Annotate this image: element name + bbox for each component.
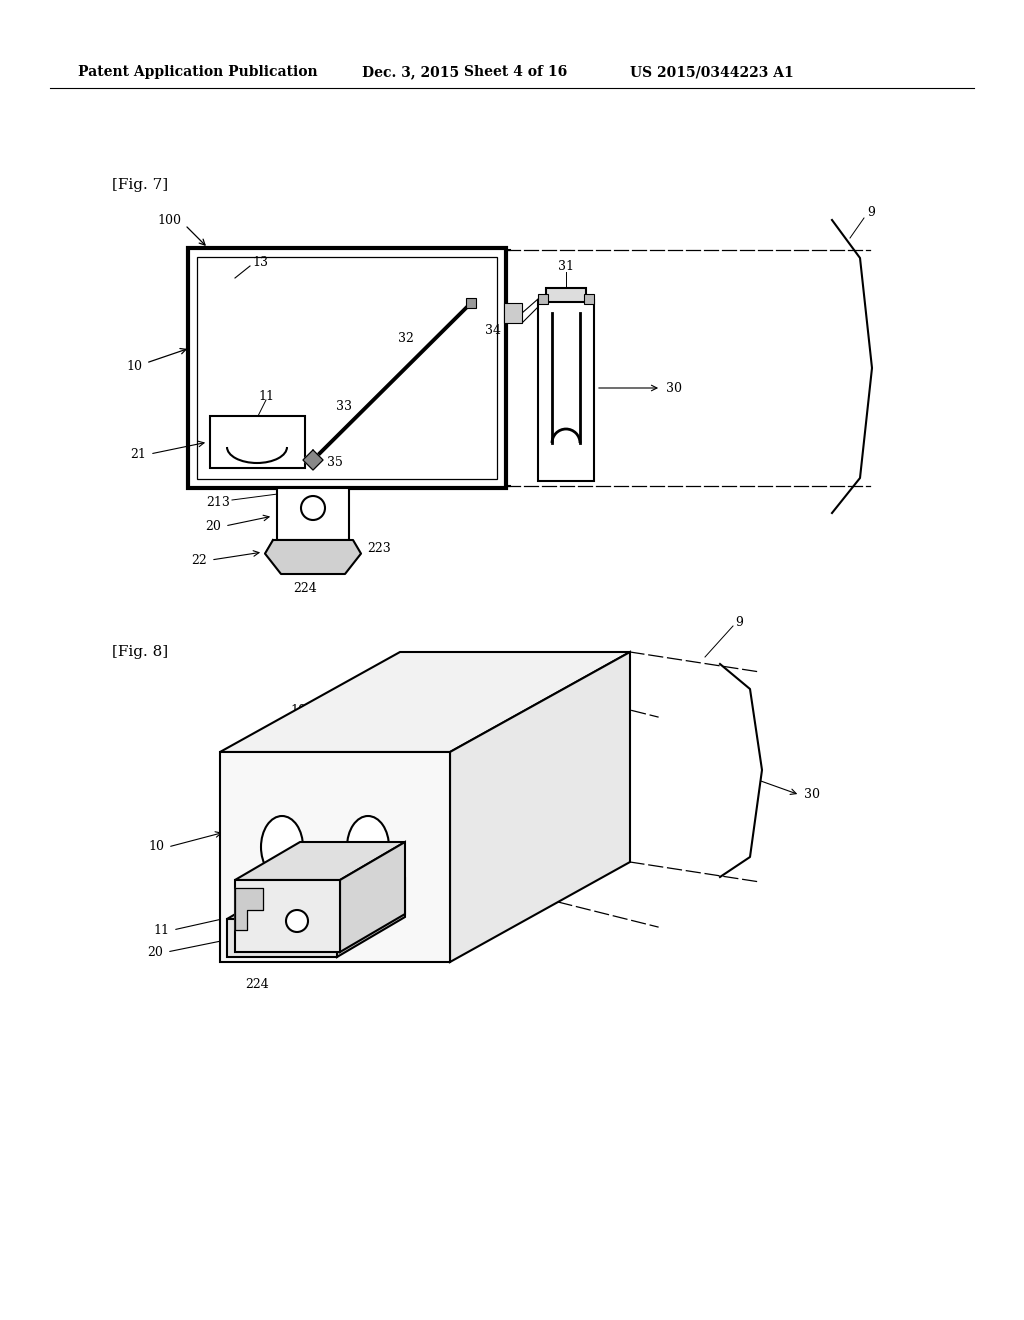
Text: 223: 223 bbox=[345, 940, 369, 953]
Text: 100: 100 bbox=[290, 704, 314, 717]
Text: [Fig. 7]: [Fig. 7] bbox=[112, 178, 168, 191]
Polygon shape bbox=[227, 879, 406, 919]
Polygon shape bbox=[303, 450, 323, 470]
Text: Sheet 4 of 16: Sheet 4 of 16 bbox=[464, 65, 567, 79]
Text: 32: 32 bbox=[398, 331, 414, 345]
Polygon shape bbox=[450, 652, 630, 962]
Bar bbox=[197, 257, 497, 479]
Text: 20: 20 bbox=[147, 945, 163, 958]
Bar bbox=[188, 248, 506, 488]
Bar bbox=[538, 300, 594, 480]
Polygon shape bbox=[265, 540, 361, 574]
Text: 9: 9 bbox=[867, 206, 874, 219]
Text: 22: 22 bbox=[191, 553, 207, 566]
Text: 223: 223 bbox=[367, 541, 391, 554]
Text: 31: 31 bbox=[558, 260, 574, 272]
Ellipse shape bbox=[261, 816, 303, 878]
Polygon shape bbox=[220, 752, 450, 962]
Text: 224: 224 bbox=[293, 582, 316, 594]
Text: 21: 21 bbox=[130, 447, 146, 461]
Polygon shape bbox=[234, 880, 340, 952]
Bar bbox=[538, 294, 548, 304]
Text: 34: 34 bbox=[323, 545, 339, 558]
Text: US 2015/0344223 A1: US 2015/0344223 A1 bbox=[630, 65, 794, 79]
Text: 33: 33 bbox=[336, 400, 352, 412]
Text: 35: 35 bbox=[327, 455, 343, 469]
Text: 224: 224 bbox=[245, 978, 269, 991]
Polygon shape bbox=[340, 842, 406, 952]
Polygon shape bbox=[234, 888, 263, 931]
Text: 10: 10 bbox=[126, 359, 142, 372]
Text: 30: 30 bbox=[666, 381, 682, 395]
Text: 11: 11 bbox=[153, 924, 169, 936]
Ellipse shape bbox=[347, 816, 389, 878]
Bar bbox=[504, 304, 522, 323]
Text: 100: 100 bbox=[157, 214, 181, 227]
Text: 10: 10 bbox=[148, 841, 164, 854]
Text: 13: 13 bbox=[252, 256, 268, 268]
Text: [Fig. 8]: [Fig. 8] bbox=[112, 645, 168, 659]
Text: 20: 20 bbox=[205, 520, 221, 532]
Text: 30: 30 bbox=[804, 788, 820, 801]
Text: 11: 11 bbox=[258, 389, 274, 403]
Polygon shape bbox=[234, 842, 406, 880]
Polygon shape bbox=[220, 652, 630, 752]
Polygon shape bbox=[227, 919, 337, 957]
Circle shape bbox=[301, 496, 325, 520]
Text: Patent Application Publication: Patent Application Publication bbox=[78, 65, 317, 79]
Bar bbox=[466, 298, 476, 308]
Text: 213: 213 bbox=[206, 495, 229, 508]
Text: 34: 34 bbox=[485, 325, 501, 338]
Polygon shape bbox=[337, 879, 406, 957]
Text: 9: 9 bbox=[735, 615, 742, 628]
Bar bbox=[546, 288, 586, 302]
Bar bbox=[584, 294, 594, 304]
Circle shape bbox=[286, 909, 308, 932]
Bar bbox=[278, 488, 349, 540]
Bar bbox=[210, 416, 305, 469]
Text: Dec. 3, 2015: Dec. 3, 2015 bbox=[362, 65, 459, 79]
